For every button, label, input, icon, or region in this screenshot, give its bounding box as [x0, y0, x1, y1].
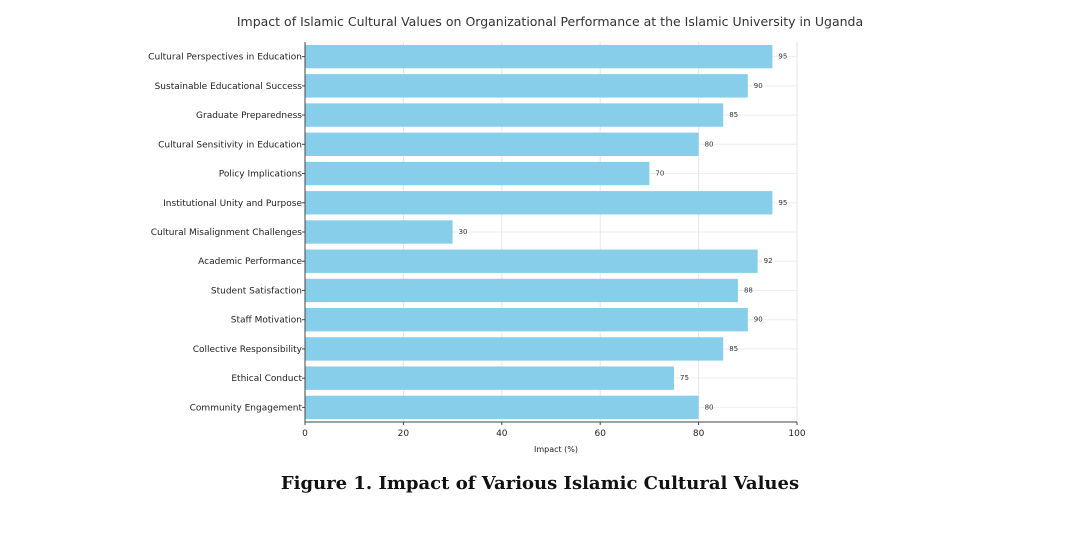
figure-caption: Figure 1. Impact of Various Islamic Cult…	[280, 473, 800, 494]
category-label: Policy Implications	[219, 170, 303, 180]
data-label: 75	[680, 374, 689, 382]
category-label: Community Engagement	[190, 403, 303, 413]
x-tick-label: 80	[693, 429, 705, 439]
data-label: 85	[729, 345, 738, 353]
category-label: Institutional Unity and Purpose	[163, 199, 302, 209]
category-label: Cultural Sensitivity in Education	[158, 140, 302, 150]
bar	[305, 220, 453, 244]
data-label: 92	[764, 257, 773, 265]
data-label: 95	[778, 199, 787, 207]
labels: Cultural Perspectives in Education 95 Sust…	[148, 53, 806, 454]
category-label: Graduate Preparedness	[196, 111, 302, 121]
x-tick-label: 60	[594, 429, 606, 439]
bar	[305, 161, 650, 186]
category-label: Cultural Misalignment Challenges	[151, 228, 303, 238]
bar	[305, 74, 748, 98]
x-tick-label: 40	[496, 429, 508, 439]
data-label: 80	[705, 403, 714, 411]
category-label: Cultural Perspectives in Education	[148, 53, 302, 63]
category-label: Staff Motivation	[231, 316, 302, 326]
category-label: Student Satisfaction	[211, 286, 302, 296]
bar	[305, 395, 699, 420]
data-label: 70	[655, 170, 664, 178]
bar	[305, 308, 748, 332]
data-label: 95	[778, 53, 787, 61]
bar	[305, 103, 724, 127]
bar	[305, 132, 699, 156]
category-label: Sustainable Educational Success	[155, 82, 303, 92]
bars	[305, 44, 773, 420]
bar	[305, 249, 758, 273]
data-label: 90	[754, 316, 763, 324]
bar	[305, 337, 724, 361]
data-label: 85	[729, 111, 738, 119]
bar-chart: Cultural Perspectives in Education 95 Sust…	[148, 42, 806, 454]
x-axis-label: Impact (%)	[534, 445, 578, 454]
data-label: 80	[705, 140, 714, 148]
bar	[305, 278, 738, 303]
bar	[305, 366, 674, 390]
x-tick-label: 20	[398, 429, 410, 439]
data-label: 88	[744, 286, 753, 294]
x-tick-label: 0	[302, 429, 308, 439]
bar	[305, 44, 773, 69]
bar	[305, 191, 773, 215]
data-label: 30	[459, 228, 468, 236]
axes	[302, 42, 798, 425]
category-label: Ethical Conduct	[231, 374, 302, 384]
data-label: 90	[754, 82, 763, 90]
category-label: Academic Performance	[198, 257, 302, 267]
chart-title: Impact of Islamic Cultural Values on Org…	[236, 14, 864, 29]
category-label: Collective Responsibility	[193, 345, 303, 355]
x-tick-label: 100	[788, 429, 805, 439]
